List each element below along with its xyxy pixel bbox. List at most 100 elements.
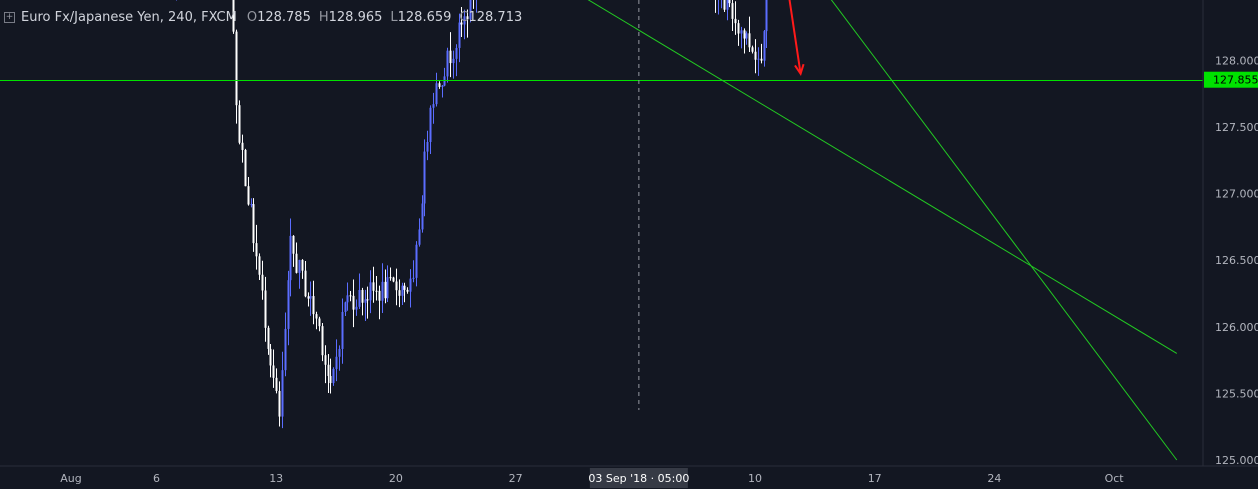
candle-down-body [737,23,740,34]
candle-down-body [748,33,751,48]
candle-down-body [301,259,304,271]
candle-down-body [292,235,295,254]
candle-down-body [244,149,247,187]
time-tick-label: 6 [153,472,160,485]
candle-down-body [384,281,387,299]
arrow-line [788,0,802,74]
candle-up-body [381,281,384,301]
candle-down-body [267,327,270,349]
price-tick-label: 126.000 [1215,321,1258,334]
candle-up-body [289,235,292,281]
low-label: L [390,10,398,25]
candle-down-body [375,290,378,292]
candle-up-body [332,368,335,384]
candle-up-body [463,16,466,25]
candle-down-body [269,348,272,366]
crosshair-time-label: 03 Sep '18 · 05:00 [588,472,689,485]
candle-up-body [418,229,421,245]
low-value: 128.659 [397,10,452,25]
candle-down-body [312,296,315,315]
candle-up-body [287,280,290,329]
price-tick-label: 125.500 [1215,387,1258,400]
candle-up-body [386,277,389,299]
candle-up-body [309,296,312,299]
candle-up-body [469,0,472,20]
time-tick-label: 13 [269,472,283,485]
candle-up-body [284,328,287,371]
candle-up-body [745,33,748,39]
candle-up-body [423,151,426,204]
price-tick-label: 126.500 [1215,254,1258,267]
candle-down-body [324,355,327,365]
drawings [0,0,1203,461]
candle-down-body [318,318,321,327]
candle-down-body [406,289,409,292]
candle-up-body [298,259,301,273]
candle-up-body [401,285,404,296]
candle-up-body [338,348,341,357]
legend-close: C128.713 [459,10,522,25]
price-tick-label: 128.500 [1215,0,1258,1]
candle-down-body [395,281,398,291]
candle-up-body [458,22,461,48]
open-label: O [246,10,258,25]
candle-down-body [349,295,352,297]
candle-down-body [743,30,746,39]
candle-down-body [731,3,734,19]
candle-up-body [441,85,444,87]
candle-up-body [435,83,438,105]
candle-up-body [412,277,415,279]
candle-up-body [341,311,344,349]
candle-up-body [432,104,435,108]
candle-up-body [757,58,760,60]
level-price-label: 127.855 [1213,74,1258,87]
candle-up-body [281,370,284,417]
candle-down-body [460,22,463,25]
legend-expand-icon[interactable]: + [4,12,15,23]
candle-down-body [295,253,298,273]
candle-down-body [315,314,318,319]
candle-up-body [740,30,743,34]
candle-down-body [264,290,267,328]
candle-down-body [241,142,244,150]
candle-up-body [765,0,768,32]
candles [176,0,768,429]
candle-up-body [335,356,338,369]
candle-up-body [346,295,349,303]
candle-down-body [261,274,264,291]
time-tick-label: 17 [868,472,882,485]
symbol-title[interactable]: Euro Fx/Japanese Yen, 240, FXCM [21,10,237,25]
candle-up-body [421,203,424,230]
price-tick-label: 125.000 [1215,454,1258,467]
candle-down-body [238,105,241,143]
candle-down-body [366,299,369,301]
legend-open: O128.785 [247,10,311,25]
candle-down-body [728,0,731,4]
price-axis: 125.000 125.500 126.000 126.500 127.000 127.5… [1215,0,1258,467]
candle-up-body [369,282,372,301]
trendline [830,0,1178,461]
candle-up-body [250,204,253,206]
candle-up-body [344,302,347,312]
candle-down-body [403,285,406,290]
candle-down-body [329,376,332,384]
candle-down-body [252,204,255,244]
candle-down-body [352,295,355,310]
candle-down-body [438,83,441,87]
time-tick-label: 20 [389,472,403,485]
candle-down-body [272,365,275,378]
candle-down-body [278,390,281,417]
price-tick-label: 128.000 [1215,54,1258,67]
high-value: 128.965 [328,10,383,25]
candle-down-body [232,0,235,32]
time-tick-label: 10 [748,472,762,485]
candle-down-body [258,256,261,275]
candle-up-body [409,278,412,292]
legend-low: L128.659 [390,10,451,25]
candle-up-body [763,31,766,61]
time-tick-label: 24 [987,472,1001,485]
candle-down-body [275,377,278,391]
